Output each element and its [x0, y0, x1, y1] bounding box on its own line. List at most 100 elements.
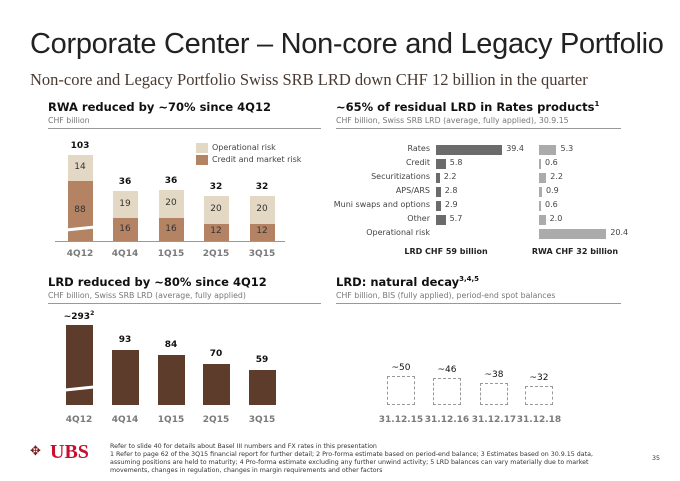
value-label: 20 — [256, 203, 268, 214]
footnote-ref: 2 — [90, 310, 95, 317]
bar-lrd — [248, 370, 276, 405]
x-axis — [55, 241, 285, 242]
bar-operational — [67, 155, 93, 181]
page-subtitle: Non-core and Legacy Portfolio Swiss SRB … — [30, 70, 588, 89]
divider — [48, 303, 321, 304]
value-label: 88 — [74, 205, 86, 215]
bar-operational — [158, 189, 184, 219]
value-label: ~46 — [437, 364, 457, 375]
category-label: 4Q12 — [65, 415, 93, 425]
footnote-ref: 1 — [594, 100, 600, 109]
natural-decay-subtitle: CHF billion, BIS (fully applied), period… — [336, 291, 556, 300]
category-label: 4Q14 — [111, 249, 139, 259]
category-label: Securitizations — [371, 172, 430, 181]
bar-rwa — [539, 229, 607, 239]
value-label: 20.4 — [610, 228, 629, 237]
lrd-reduced-title: LRD reduced by ~80% since 4Q12 — [48, 275, 267, 289]
divider — [48, 128, 321, 129]
lrd-reduced-subtitle: CHF billion, Swiss SRB LRD (average, ful… — [48, 291, 246, 300]
category-label: Credit — [405, 158, 430, 167]
value-label: 5.7 — [449, 214, 463, 223]
bar-lrd — [157, 355, 185, 405]
value-label: ~50 — [391, 362, 411, 373]
rwa-chart-subtitle: CHF billion — [48, 116, 90, 125]
bar-lrd — [202, 363, 230, 405]
lrd-total-label: LRD CHF 59 billion — [404, 247, 488, 256]
bar-credit — [112, 218, 138, 241]
bar-operational — [112, 191, 138, 219]
value-text: ~293 — [63, 312, 91, 322]
legend-label-operational: Operational risk — [212, 143, 276, 152]
value-label: 20 — [165, 198, 177, 209]
category-label: 1Q15 — [157, 415, 185, 425]
category-label: 31.12.18 — [516, 415, 562, 425]
bar-credit — [203, 223, 229, 241]
category-label: Rates — [407, 144, 430, 153]
total-label: 36 — [118, 177, 132, 188]
bar-lrd — [436, 173, 440, 183]
category-label: 4Q12 — [66, 249, 94, 259]
value-label: 14 — [74, 162, 86, 172]
value-label: 2.9 — [444, 200, 458, 209]
lrd-reduced-chart: ~2932 4Q12 93 4Q14 84 1Q15 70 2Q15 59 3Q15 — [0, 0, 340, 440]
category-label: 2Q15 — [202, 415, 230, 425]
bar-rwa — [539, 145, 557, 155]
bar-rwa — [539, 215, 546, 225]
footnote-ref: 3,4,5 — [459, 275, 480, 284]
rwa-chart-title: RWA reduced by ~70% since 4Q12 — [48, 100, 271, 114]
bar-lrd — [436, 145, 503, 155]
lrd-products-chart: Rates 39.4 5.3 Credit 5.8 0.6 Securitizations 2… — [333, 144, 629, 239]
divider — [336, 303, 621, 304]
rwa-total-label: RWA CHF 32 billion — [531, 247, 619, 256]
bar-operational — [249, 195, 275, 224]
category-label: 31.12.15 — [378, 415, 424, 425]
page-number: 35 — [652, 455, 661, 462]
title-text: LRD: natural decay — [336, 275, 460, 289]
bar-lrd — [436, 215, 446, 225]
category-label: Muni swaps and options — [333, 200, 430, 209]
value-text: 59 — [255, 355, 269, 366]
bar-credit — [249, 223, 275, 241]
value-label: 59 — [242, 355, 282, 365]
ubs-keys-icon: ✥ — [30, 444, 41, 459]
value-text: 84 — [164, 340, 178, 351]
value-label: 20 — [210, 203, 222, 214]
bar-dashed — [480, 382, 508, 405]
legend-label-credit: Credit and market risk — [212, 155, 302, 164]
value-label: 70 — [196, 349, 236, 359]
footnote-line: 1 Refer to page 62 of the 3Q15 financial… — [110, 451, 593, 474]
total-label: 32 — [209, 181, 223, 192]
bar-dashed — [387, 375, 415, 405]
lrd-products-title: ~65% of residual LRD in Rates products1 — [336, 100, 599, 114]
value-label: 5.3 — [560, 144, 574, 153]
value-label: 39.4 — [506, 144, 524, 153]
value-label: 93 — [105, 335, 145, 345]
category-label: Operational risk — [366, 228, 430, 237]
bar-dashed — [525, 386, 553, 405]
bar-rwa — [539, 201, 541, 211]
value-label: 0.6 — [545, 158, 558, 167]
value-label: 19 — [119, 198, 131, 209]
bar-lrd — [111, 350, 139, 405]
bar-credit — [158, 218, 184, 241]
natural-decay-chart: ~50 31.12.15 ~46 31.12.16 ~38 31.12.17 ~32 31.1… — [378, 362, 562, 426]
footnote-line: Refer to slide 40 for details about Base… — [110, 443, 377, 450]
value-label: 16 — [119, 223, 131, 234]
natural-decay-title: LRD: natural decay3,4,5 — [336, 275, 479, 289]
divider — [336, 128, 621, 129]
category-label: 1Q15 — [157, 249, 185, 259]
value-label: 2.2 — [550, 172, 563, 181]
bar-credit — [67, 181, 93, 241]
bar-lrd — [436, 159, 446, 169]
value-label: ~38 — [484, 369, 504, 380]
page-title: Corporate Center – Non-core and Legacy P… — [30, 28, 664, 60]
value-label: 0.6 — [545, 200, 558, 209]
value-text: 93 — [118, 335, 132, 346]
category-label: 4Q14 — [111, 415, 139, 425]
total-label: 36 — [164, 175, 178, 186]
value-label: 2.8 — [444, 186, 458, 195]
value-label: 12 — [256, 226, 268, 237]
legend-swatch-operational — [196, 143, 208, 153]
value-label: 2.2 — [443, 172, 457, 181]
